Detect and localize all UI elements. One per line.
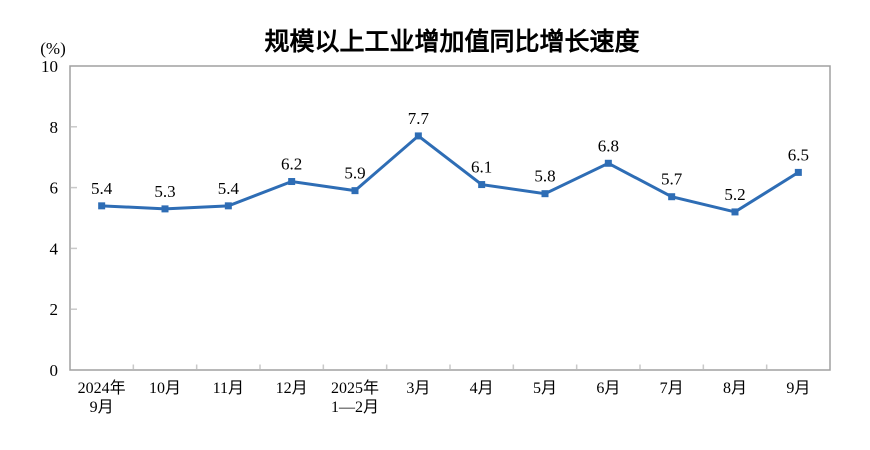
y-axis-tick-label: 10 xyxy=(41,57,58,76)
x-axis-tick-label: 5月 xyxy=(533,380,557,397)
data-point-marker xyxy=(351,187,359,195)
data-label: 5.7 xyxy=(661,170,683,189)
y-axis-tick-label: 6 xyxy=(50,179,59,198)
x-axis-tick-label: 11月 xyxy=(213,380,244,397)
plot-area-border xyxy=(69,65,831,371)
data-label: 5.8 xyxy=(534,167,555,186)
series-line xyxy=(101,133,800,214)
y-axis-labels: 0 2 4 6 8 10 xyxy=(41,57,59,380)
x-axis-tick-label: 4月 xyxy=(470,380,494,397)
y-axis-tick-label: 4 xyxy=(50,239,59,258)
data-label: 7.7 xyxy=(408,109,430,128)
x-axis-tick-label: 12月 xyxy=(276,380,308,397)
x-axis-ticks xyxy=(132,364,768,369)
data-point-marker xyxy=(288,178,296,186)
x-axis-tick-label: 1—2月 xyxy=(331,399,379,416)
x-axis-tick-label: 2024年 xyxy=(78,379,126,397)
data-point-marker xyxy=(478,181,486,189)
y-axis-tick-label: 2 xyxy=(50,300,59,319)
data-point-marker xyxy=(668,193,676,201)
x-axis-tick-label: 6月 xyxy=(596,380,620,397)
data-point-marker xyxy=(541,190,549,198)
x-axis-tick-label: 8月 xyxy=(723,380,747,397)
x-axis-tick-label: 7月 xyxy=(660,380,684,397)
x-axis-tick-label: 10月 xyxy=(149,380,181,397)
x-axis-tick-label: 3月 xyxy=(406,380,430,397)
x-axis-tick-label: 9月 xyxy=(786,380,810,397)
chart-title: 规模以上工业增加值同比增长速度 xyxy=(264,27,639,56)
y-axis-tick-label: 0 xyxy=(50,361,59,380)
data-point-markers xyxy=(98,132,802,216)
data-label: 5.4 xyxy=(91,179,113,198)
y-axis-unit-label: (%) xyxy=(40,39,65,58)
x-axis-tick-label: 2025年 xyxy=(331,379,379,397)
y-axis-tick-label: 8 xyxy=(50,118,59,137)
data-point-marker xyxy=(731,208,739,216)
data-point-marker xyxy=(414,132,422,140)
data-point-marker xyxy=(604,159,612,167)
line-series xyxy=(101,133,800,214)
data-label: 6.5 xyxy=(788,145,809,164)
data-label: 6.2 xyxy=(281,155,302,174)
data-point-marker xyxy=(161,205,169,213)
data-label: 5.9 xyxy=(344,164,365,183)
data-point-marker xyxy=(224,202,232,210)
x-axis-labels: 2024年 9月 10月 11月 12月 2025年 1—2月 3月 4月 5月 6月 7月 8月 9月 xyxy=(78,379,811,416)
data-point-marker xyxy=(794,168,802,176)
x-axis-tick-label: 9月 xyxy=(90,399,114,416)
data-label: 5.2 xyxy=(724,185,745,204)
data-labels: 5.4 5.3 5.4 6.2 5.9 7.7 6.1 5.8 6.8 5.7 5.2 6.5 xyxy=(91,109,809,204)
data-label: 5.3 xyxy=(154,182,175,201)
data-label: 6.1 xyxy=(471,158,492,177)
y-axis-ticks xyxy=(71,126,77,310)
data-label: 5.4 xyxy=(218,179,240,198)
data-point-marker xyxy=(98,202,106,210)
data-label: 6.8 xyxy=(598,136,619,155)
